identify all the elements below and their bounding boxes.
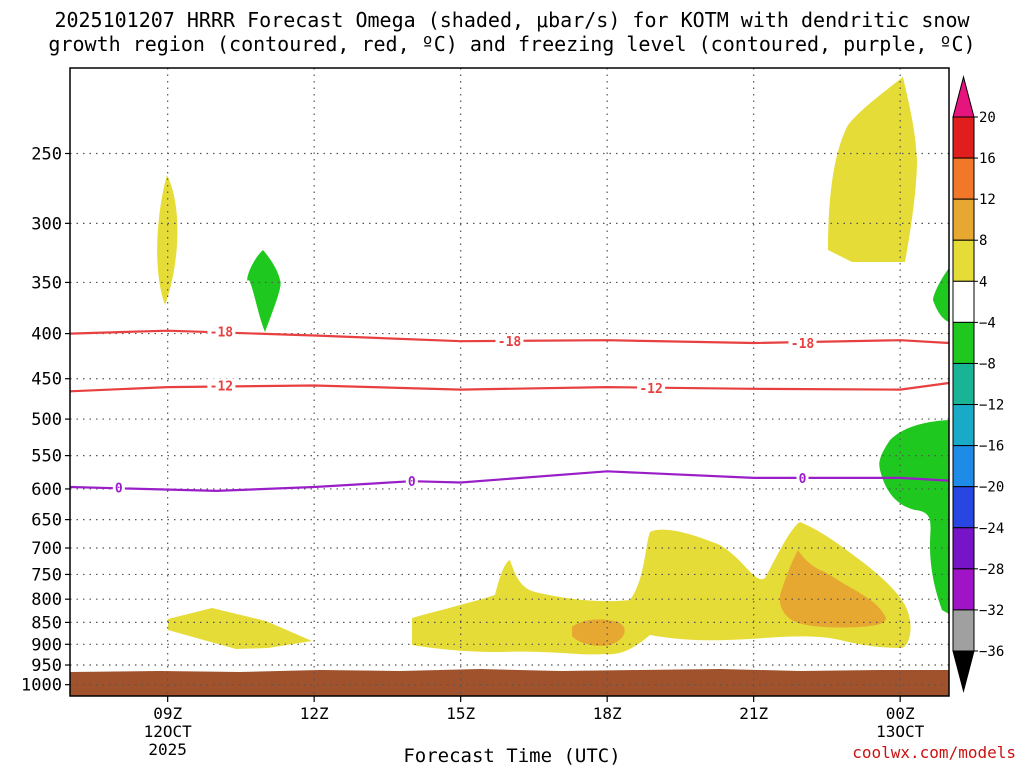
omega-region — [828, 77, 917, 262]
y-tick-label: 700 — [31, 539, 62, 559]
omega-region — [412, 522, 911, 655]
y-tick-label: 850 — [31, 613, 62, 633]
omega-region — [572, 619, 625, 646]
contour-label: -18 — [498, 335, 522, 350]
contour-label-bg — [112, 480, 125, 495]
y-tick-label: 600 — [31, 480, 62, 500]
colorbar-segment — [952, 280, 975, 323]
colorbar-segment — [952, 404, 975, 447]
contour-label-bg — [788, 336, 817, 351]
y-tick-label: 750 — [31, 565, 62, 585]
colorbar-label: −24 — [979, 521, 1004, 537]
colorbar-top-arrow — [952, 75, 975, 118]
omega-region — [157, 175, 178, 305]
y-tick-label: 800 — [31, 590, 62, 610]
contour-label-bg — [796, 470, 809, 485]
x-tick-label: 12Z — [300, 704, 329, 723]
contour-label-bg — [405, 474, 418, 489]
plot-frame — [69, 67, 950, 697]
omega-region — [933, 268, 949, 322]
temperature-contour-line — [70, 381, 949, 393]
y-tick-label: 950 — [31, 656, 62, 676]
y-tick-label: 900 — [31, 635, 62, 655]
colorbar-label: 12 — [979, 192, 996, 208]
colorbar-label: 4 — [979, 274, 987, 290]
colorbar-segment — [952, 321, 975, 364]
y-tick-label: 550 — [31, 447, 62, 467]
contour-label-bg — [495, 334, 524, 349]
y-tick-label: 650 — [31, 511, 62, 531]
colorbar-label: −12 — [979, 398, 1004, 414]
colorbar-label: 20 — [979, 110, 996, 126]
colorbar-label: 16 — [979, 151, 996, 167]
colorbar-label: −4 — [979, 315, 996, 331]
x-tick-sublabel-year: 2025 — [148, 740, 187, 759]
contour-label: 0 — [408, 475, 416, 490]
colorbar-label: −32 — [979, 603, 1004, 619]
contour-label: 0 — [799, 472, 807, 487]
x-axis-label: Forecast Time (UTC) — [403, 745, 621, 767]
y-tick-label: 400 — [31, 325, 62, 345]
x-tick-label: 18Z — [593, 704, 622, 723]
x-tick-label: 21Z — [739, 704, 768, 723]
colorbar-label: 8 — [979, 233, 987, 249]
chart-title-line-1: 2025101207 HRRR Forecast Omega (shaded, … — [54, 8, 970, 32]
colorbar-label: −20 — [979, 480, 1004, 496]
colorbar-label: −28 — [979, 562, 1004, 578]
colorbar-segment — [952, 527, 975, 570]
omega-region — [168, 608, 312, 649]
contour-label: -18 — [210, 326, 234, 341]
contour-label-bg — [637, 380, 666, 395]
y-tick-label: 350 — [31, 273, 62, 293]
x-tick-sublabel-date: 12OCT — [144, 722, 193, 741]
colorbar-segment — [952, 486, 975, 529]
contour-label: 0 — [115, 482, 123, 497]
colorbar-label: −8 — [979, 356, 996, 372]
y-tick-label: 250 — [31, 144, 62, 164]
omega-region — [779, 550, 886, 628]
contour-label-bg — [207, 378, 236, 393]
colorbar-segment — [952, 157, 975, 200]
contour-label-bg — [207, 324, 236, 339]
colorbar-segment — [952, 116, 975, 159]
colorbar-segment — [952, 198, 975, 241]
ground-fill — [70, 669, 949, 696]
y-tick-label: 1000 — [21, 676, 62, 696]
x-tick-label: 15Z — [446, 704, 475, 723]
x-tick-sublabel-date: 13OCT — [876, 722, 925, 741]
colorbar-segment — [952, 609, 975, 652]
colorbar-segment — [952, 568, 975, 611]
x-tick-label: 09Z — [153, 704, 182, 723]
x-tick-label: 00Z — [886, 704, 915, 723]
contour-label: -12 — [639, 382, 662, 397]
temperature-contour-line — [70, 329, 949, 345]
omega-region — [247, 250, 281, 332]
colorbar-segment — [952, 362, 975, 406]
colorbar-bottom-arrow — [952, 650, 975, 693]
omega-region — [879, 420, 949, 614]
y-tick-label: 300 — [31, 214, 62, 234]
contour-label: -18 — [791, 337, 815, 352]
credit-text: coolwx.com/models — [852, 743, 1016, 762]
colorbar-label: −16 — [979, 439, 1004, 455]
chart-title-line-2: growth region (contoured, red, ºC) and f… — [48, 32, 976, 56]
colorbar-label: −36 — [979, 644, 1004, 660]
plot-area: -18 -18 -18 -12 -12 0 0 0 — [70, 68, 949, 696]
y-tick-label: 450 — [31, 370, 62, 390]
temperature-contour-line — [70, 470, 949, 493]
colorbar-segment — [952, 445, 975, 488]
colorbar-segment — [952, 239, 975, 282]
y-tick-label: 500 — [31, 410, 62, 430]
contour-label: -12 — [210, 379, 233, 394]
